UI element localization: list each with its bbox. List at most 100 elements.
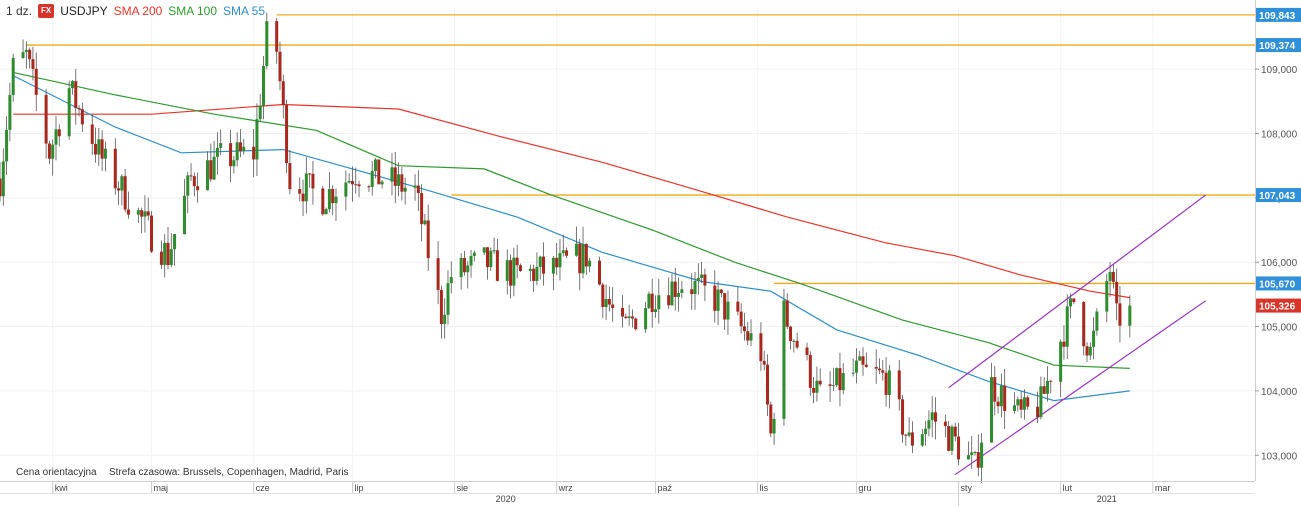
candle-body xyxy=(136,210,140,215)
candle-body xyxy=(186,175,190,196)
candle-body xyxy=(97,139,101,155)
candle-body xyxy=(973,452,977,454)
candle-body xyxy=(77,108,81,110)
candle-body xyxy=(742,326,746,332)
candle-body xyxy=(999,385,1003,407)
candle-body xyxy=(555,257,559,268)
candle-body xyxy=(574,243,578,256)
sma100-legend[interactable]: SMA 100 xyxy=(168,4,217,18)
candle-body xyxy=(851,372,855,374)
candle-body xyxy=(584,243,588,267)
fx-badge-icon: FX xyxy=(38,4,55,18)
candle-body xyxy=(818,380,822,385)
candle-body xyxy=(759,333,763,361)
candle-body xyxy=(31,59,35,69)
candle-body xyxy=(772,418,776,434)
candle-body xyxy=(598,260,602,285)
candle-body xyxy=(34,68,38,95)
level-tag xyxy=(1256,38,1301,53)
candle-body xyxy=(44,94,48,144)
candle-body xyxy=(634,318,638,330)
chart-header: 1 dz. FX USDJPY SMA 200 SMA 100 SMA 55 xyxy=(6,4,265,18)
candle-body xyxy=(262,66,266,106)
candle-body xyxy=(966,455,970,460)
sma100-line xyxy=(13,71,1130,369)
last-price-label: 105,326 xyxy=(1259,302,1296,313)
candle-body xyxy=(120,176,124,191)
candle-body xyxy=(795,340,799,348)
candle-body xyxy=(403,187,407,192)
candle-body xyxy=(238,142,242,152)
candle-body xyxy=(70,81,74,89)
candle-body xyxy=(51,144,55,159)
candle-body xyxy=(90,124,94,144)
candle-body xyxy=(907,432,911,436)
candle-body xyxy=(841,373,845,391)
candle-body xyxy=(146,211,150,216)
candle-body xyxy=(653,309,657,313)
candle-body xyxy=(588,260,592,267)
candle-body xyxy=(173,234,177,250)
x-year-label: 2020 xyxy=(496,494,516,504)
candle-body xyxy=(933,412,937,422)
candle-body xyxy=(515,257,519,266)
candle-body xyxy=(621,307,625,317)
candle-body xyxy=(901,399,905,435)
candle-body xyxy=(996,401,1000,407)
candle-body xyxy=(713,285,717,311)
candle-body xyxy=(252,146,256,160)
candle-body xyxy=(607,299,611,305)
candle-body xyxy=(505,260,509,281)
candle-body xyxy=(509,260,513,286)
candle-body xyxy=(11,57,15,95)
candle-body xyxy=(374,159,378,171)
level-tag xyxy=(1256,7,1301,22)
candle-body xyxy=(420,193,424,225)
moving-averages xyxy=(12,71,1130,402)
candle-body xyxy=(486,247,490,268)
candle-body xyxy=(443,314,447,325)
candle-body xyxy=(887,370,891,395)
candle-body xyxy=(1022,397,1026,410)
candle-body xyxy=(439,289,443,325)
candle-body xyxy=(413,185,417,188)
candle-body xyxy=(80,109,84,125)
candle-body xyxy=(920,434,924,446)
x-year-label: 2021 xyxy=(1097,494,1117,504)
x-month-label: lut xyxy=(1063,483,1073,493)
price-note: Cena orientacyjna xyxy=(16,467,97,478)
candle-body xyxy=(304,173,308,202)
candle-body xyxy=(74,81,78,109)
candle-body xyxy=(472,252,476,256)
candle-body xyxy=(327,188,331,210)
candle-body xyxy=(528,268,532,272)
candle-body xyxy=(489,250,493,268)
candle-body xyxy=(670,281,674,306)
candle-body xyxy=(1128,305,1132,326)
candle-body xyxy=(993,377,997,402)
candle-body xyxy=(762,360,766,365)
candle-body xyxy=(1105,280,1109,312)
candle-body xyxy=(1039,386,1043,418)
candle-body xyxy=(578,243,582,274)
sma200-legend[interactable]: SMA 200 xyxy=(113,4,163,18)
candle-body xyxy=(423,220,427,225)
candle-body xyxy=(189,175,193,177)
candle-body xyxy=(159,251,163,265)
candle-body xyxy=(235,142,239,161)
interval-label[interactable]: 1 dz. xyxy=(6,4,33,18)
candle-body xyxy=(854,360,858,373)
sma55-legend[interactable]: SMA 55 xyxy=(223,4,266,18)
symbol-label[interactable]: USDJPY xyxy=(60,4,108,18)
trend-channel xyxy=(948,194,1206,476)
candle-body xyxy=(140,210,144,217)
x-month-label: wrz xyxy=(558,483,573,493)
candle-body xyxy=(1085,346,1089,356)
candle-body xyxy=(5,129,9,162)
candle-body xyxy=(436,258,440,290)
candle-body xyxy=(446,283,450,315)
timezone-note: Strefa czasowa: Brussels, Copenhagen, Ma… xyxy=(109,467,349,478)
candle-body xyxy=(1082,302,1086,347)
y-tick-label: 108,000 xyxy=(1261,129,1298,140)
